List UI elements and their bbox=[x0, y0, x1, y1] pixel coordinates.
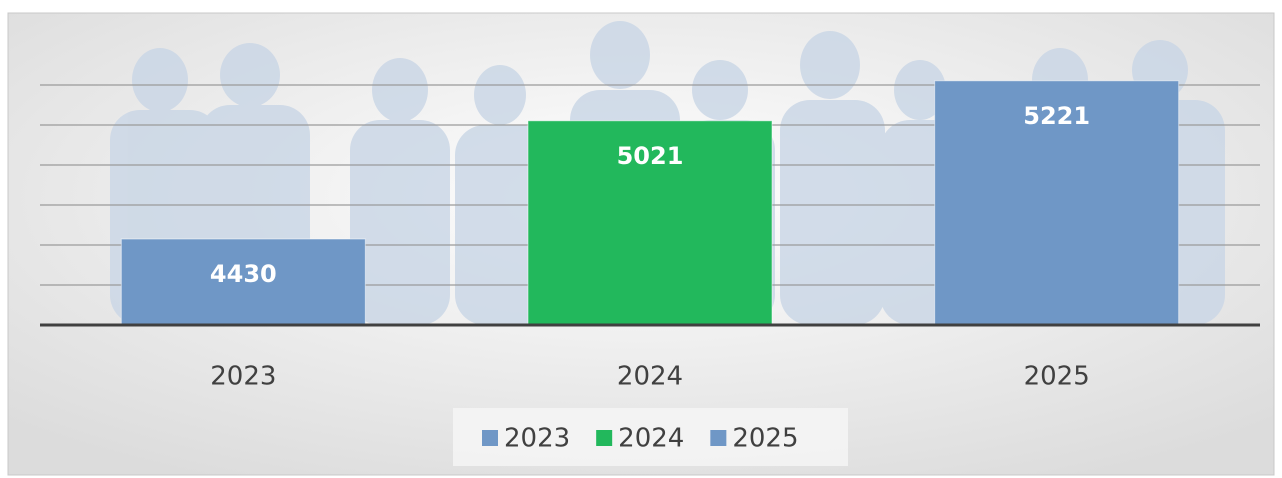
legend-box bbox=[453, 408, 848, 466]
bar bbox=[527, 120, 773, 326]
x-tick-label: 2025 bbox=[1024, 362, 1090, 392]
legend-swatch bbox=[482, 430, 498, 446]
legend-label: 2024 bbox=[618, 424, 684, 454]
value-label: 5021 bbox=[617, 142, 684, 170]
x-tick-label: 2024 bbox=[617, 362, 683, 392]
legend-swatch bbox=[710, 430, 727, 446]
bar bbox=[934, 80, 1180, 326]
value-label: 5221 bbox=[1023, 102, 1090, 130]
bar bbox=[120, 238, 366, 326]
legend-label: 2025 bbox=[732, 424, 798, 454]
legend-swatch bbox=[596, 430, 613, 446]
x-tick-label: 2023 bbox=[210, 362, 276, 392]
legend-label: 2023 bbox=[504, 424, 570, 454]
value-label: 4430 bbox=[210, 260, 277, 288]
